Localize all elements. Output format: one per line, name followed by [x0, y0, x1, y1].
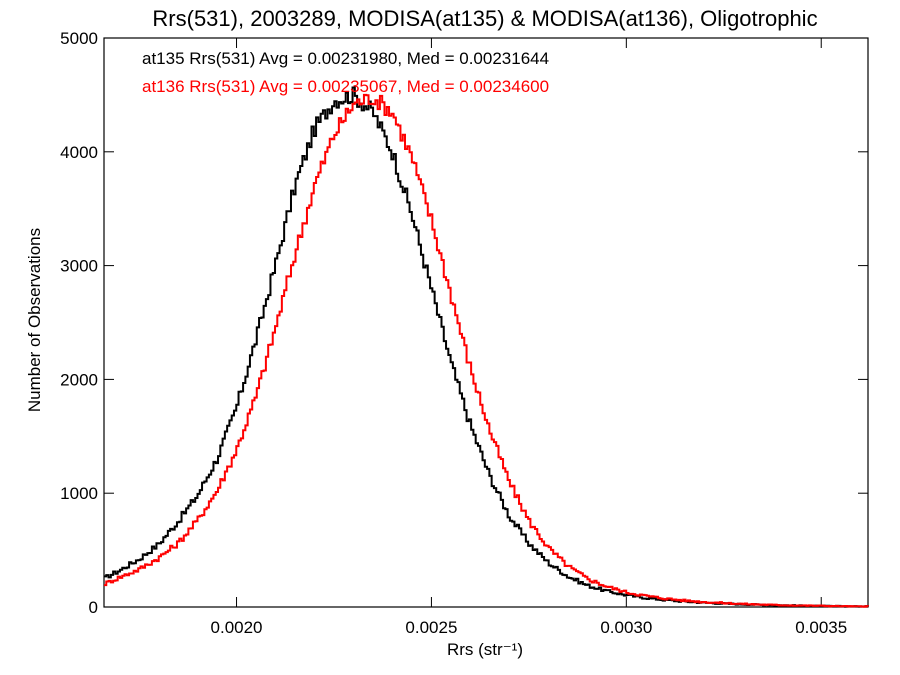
axis-ticks: 0.0020 0.0025 0.0030 0.0035 0 1000 2000 3000 400…	[60, 29, 868, 637]
legend-entry-at135: at135 Rrs(531) Avg = 0.00231980, Med = 0…	[142, 49, 549, 68]
legend-entry-at136: at136 Rrs(531) Avg = 0.00235067, Med = 0…	[142, 77, 549, 96]
x-tick-label: 0.0020	[211, 618, 263, 637]
y-tick-label: 2000	[60, 370, 98, 389]
y-tick-label: 0	[89, 598, 98, 617]
x-tick-label: 0.0025	[405, 618, 457, 637]
chart-title: Rrs(531), 2003289, MODISA(at135) & MODIS…	[152, 6, 817, 31]
x-tick-label: 0.0030	[600, 618, 652, 637]
y-axis-label: Number of Observations	[25, 228, 44, 412]
x-tick-label: 0.0035	[795, 618, 847, 637]
x-axis-label: Rrs (str⁻¹)	[447, 640, 523, 659]
series-at136-line	[104, 93, 869, 608]
series-layer	[104, 86, 869, 608]
plot-frame	[103, 37, 869, 608]
y-tick-label: 1000	[60, 484, 98, 503]
series-at135-line	[104, 86, 869, 608]
y-tick-label: 5000	[60, 29, 98, 48]
y-tick-label: 3000	[60, 257, 98, 276]
y-tick-label: 4000	[60, 143, 98, 162]
